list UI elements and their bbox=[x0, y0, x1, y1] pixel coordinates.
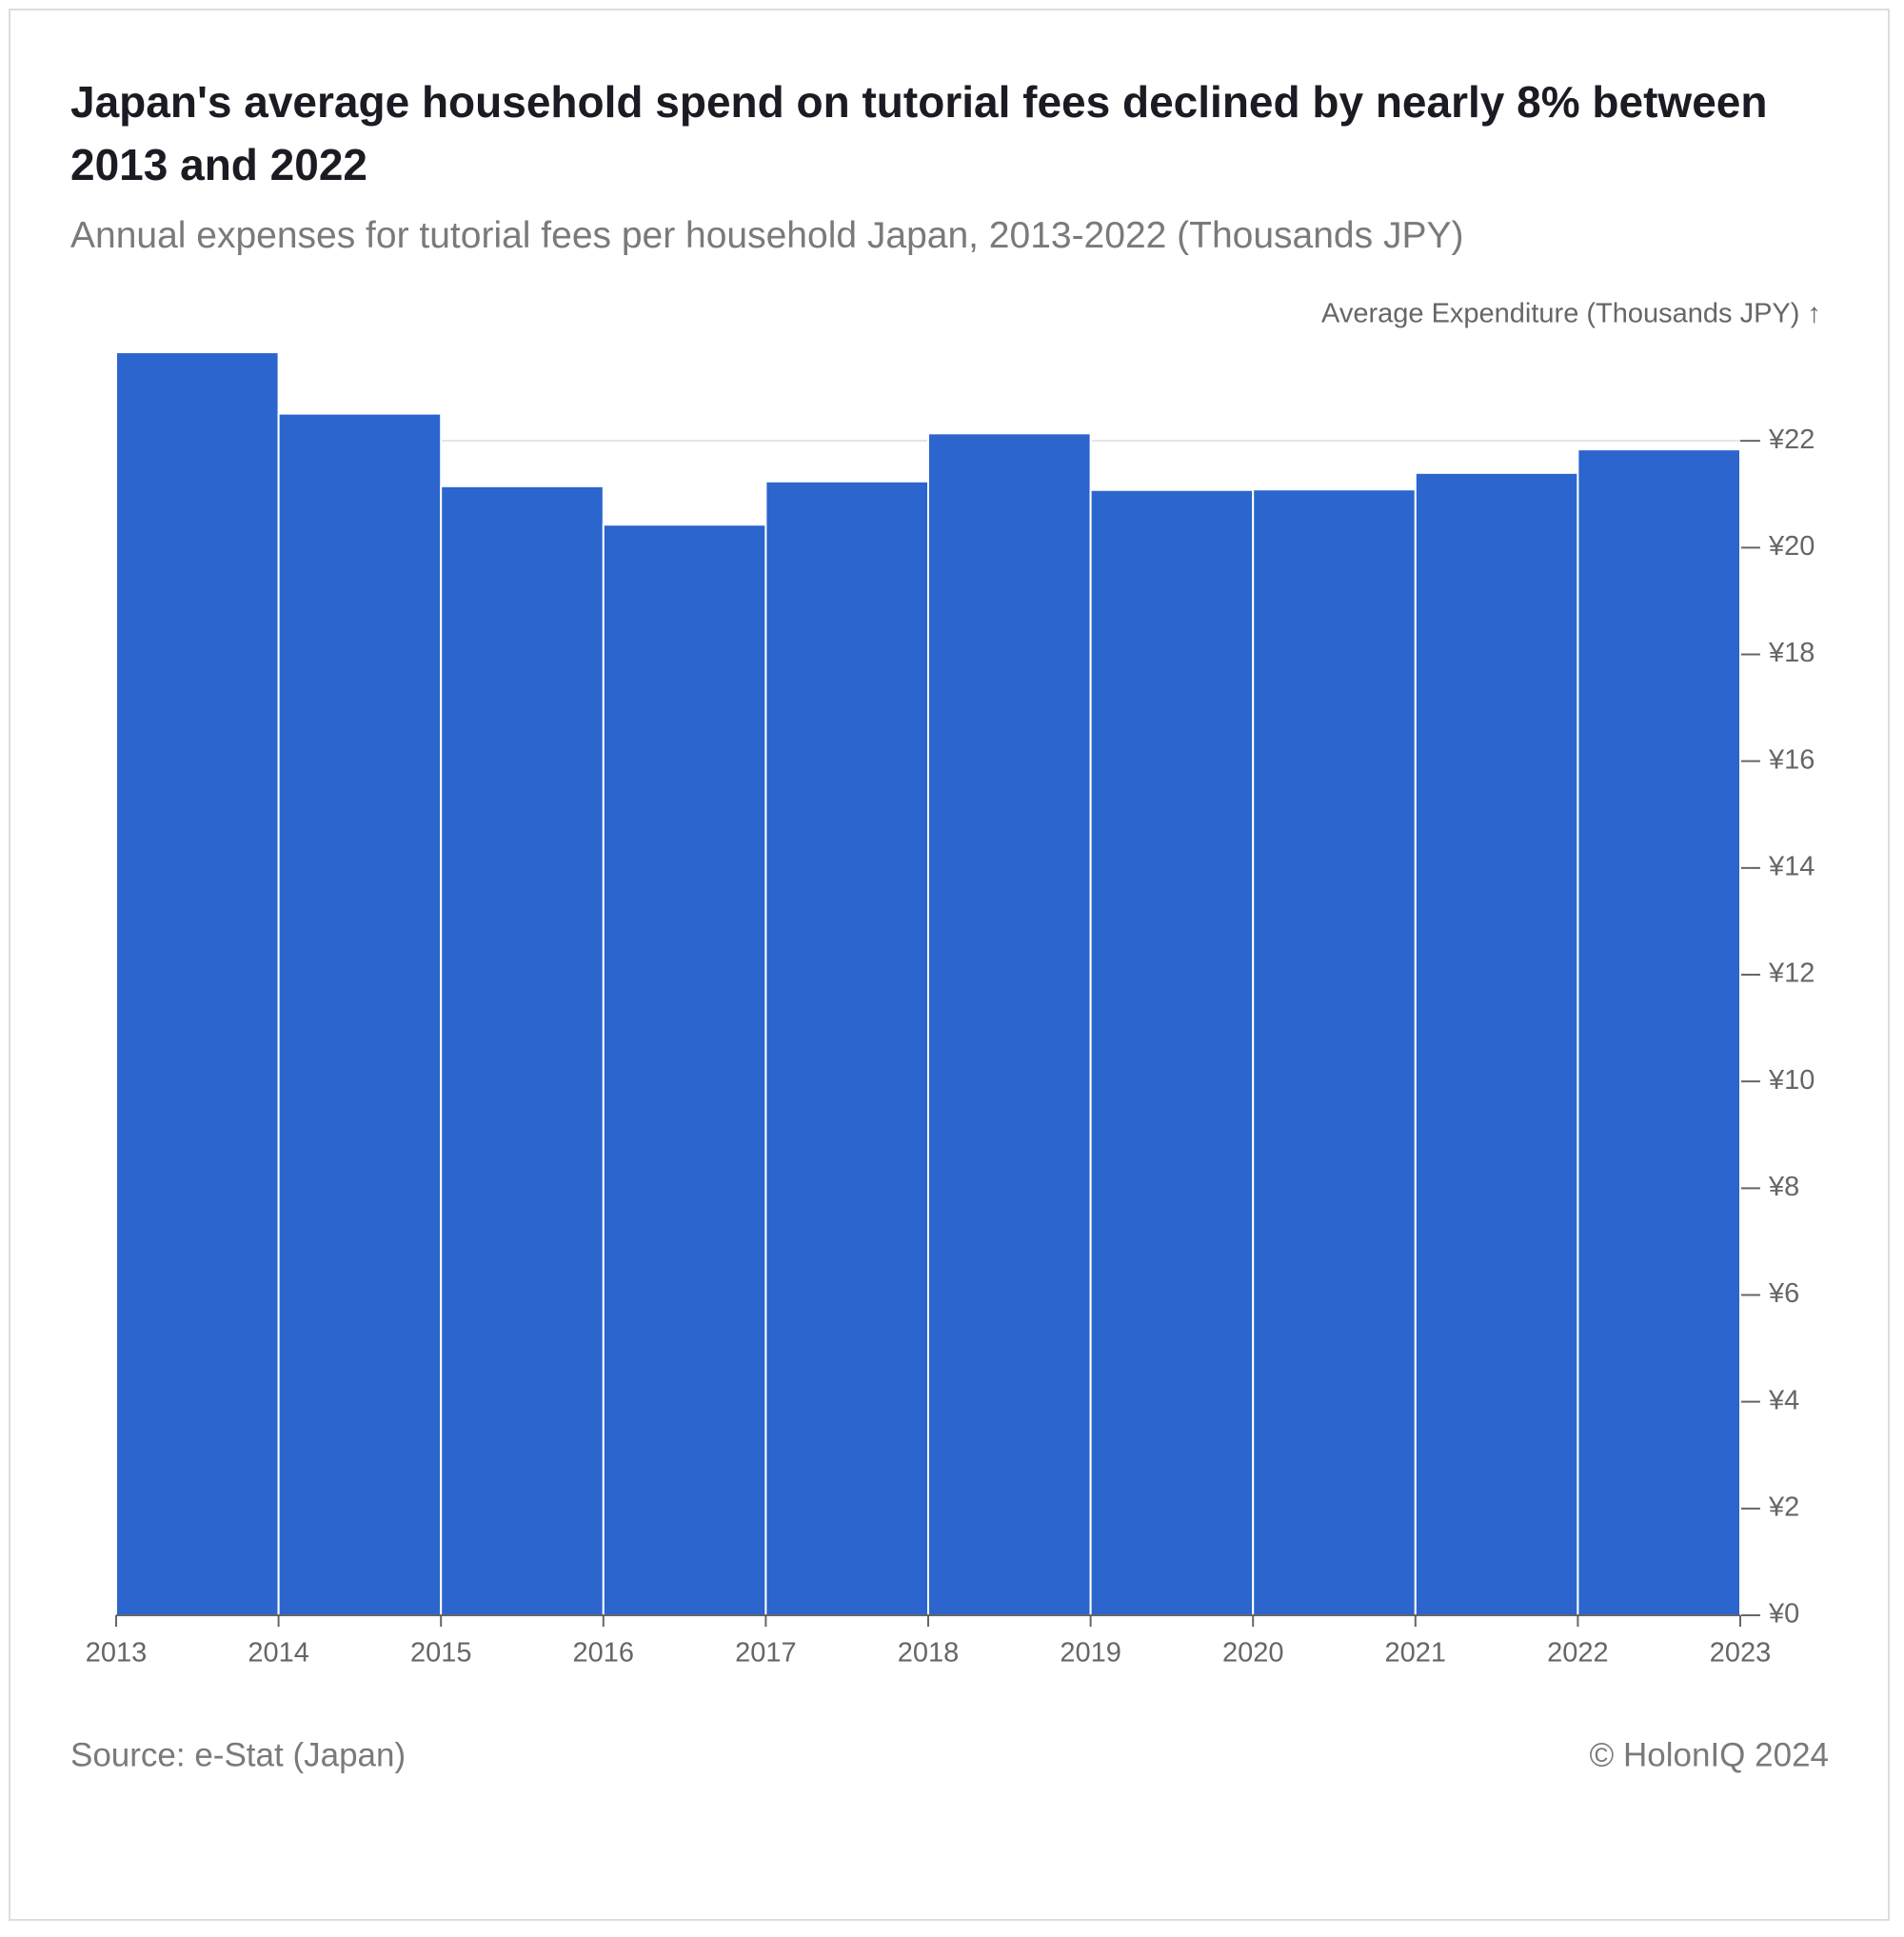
source: Source: e-Stat (Japan) bbox=[70, 1736, 406, 1773]
y-tick-label: ¥2 bbox=[1768, 1492, 1799, 1522]
card bbox=[9, 9, 1890, 1921]
y-tick-label: ¥16 bbox=[1768, 744, 1815, 775]
x-tick-label: 2013 bbox=[86, 1638, 148, 1669]
x-tick-label: 2018 bbox=[898, 1638, 960, 1669]
bar bbox=[602, 524, 767, 1616]
y-tick-label: ¥8 bbox=[1768, 1172, 1799, 1202]
chart-title: Japan's average household spend on tutor… bbox=[70, 77, 1768, 189]
chart-subtitle: Annual expenses for tutorial fees per ho… bbox=[70, 215, 1464, 256]
x-tick-label: 2021 bbox=[1385, 1638, 1447, 1669]
x-tick-label: 2016 bbox=[573, 1638, 635, 1669]
y-tick-label: ¥14 bbox=[1768, 851, 1815, 881]
x-tick-label: 2022 bbox=[1547, 1638, 1609, 1669]
x-tick-label: 2017 bbox=[735, 1638, 797, 1669]
bar bbox=[1089, 488, 1255, 1616]
x-tick-label: 2023 bbox=[1710, 1638, 1772, 1669]
bar bbox=[1414, 471, 1579, 1617]
y-tick-label: ¥10 bbox=[1768, 1065, 1815, 1096]
y-tick-label: ¥4 bbox=[1768, 1385, 1799, 1415]
x-tick-label: 2014 bbox=[248, 1638, 309, 1669]
bar bbox=[277, 412, 443, 1616]
y-tick-label: ¥22 bbox=[1768, 425, 1815, 455]
bar bbox=[1577, 448, 1742, 1616]
bar bbox=[440, 484, 605, 1616]
bar bbox=[1252, 488, 1417, 1616]
y-tick-label: ¥20 bbox=[1768, 531, 1815, 562]
x-tick-label: 2015 bbox=[410, 1638, 472, 1669]
y-tick-label: ¥0 bbox=[1768, 1599, 1799, 1630]
x-tick-label: 2020 bbox=[1222, 1638, 1284, 1669]
bar bbox=[115, 351, 280, 1616]
bar bbox=[764, 480, 930, 1616]
credit: © HolonIQ 2024 bbox=[1590, 1736, 1830, 1773]
y-tick-label: ¥18 bbox=[1768, 638, 1815, 668]
y-axis-label: Average Expenditure (Thousands JPY) ↑ bbox=[1321, 299, 1821, 329]
y-tick-label: ¥12 bbox=[1768, 959, 1815, 989]
x-tick-label: 2019 bbox=[1060, 1638, 1121, 1669]
y-tick-label: ¥6 bbox=[1768, 1278, 1799, 1309]
bar bbox=[927, 432, 1092, 1617]
